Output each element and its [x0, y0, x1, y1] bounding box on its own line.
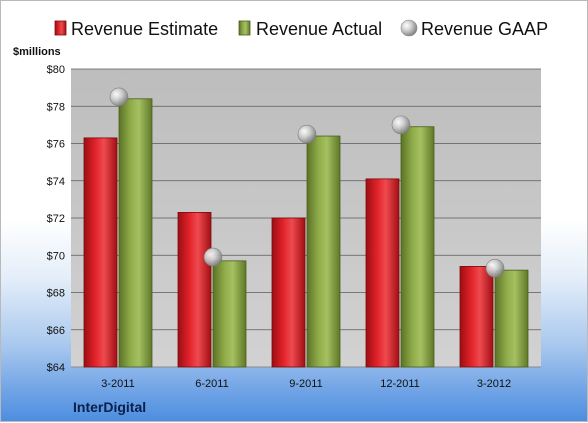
gaap-marker	[297, 124, 317, 144]
y-tick-label: $68	[47, 288, 65, 300]
gaap-marker	[485, 258, 505, 278]
y-tick-label: $70	[47, 250, 65, 262]
gaap-marker	[109, 87, 129, 107]
legend-swatch-estimate	[54, 20, 67, 36]
legend-label-estimate: Revenue Estimate	[71, 19, 218, 39]
actual-bar	[212, 260, 247, 368]
legend-swatch-actual	[238, 20, 251, 36]
x-tick-label: 9-2011	[289, 378, 322, 390]
x-tick-label: 3-2012	[477, 378, 511, 390]
y-tick-label: $72	[47, 213, 65, 225]
y-tick-label: $78	[47, 101, 65, 113]
legend-label-gaap: Revenue GAAP	[421, 19, 548, 39]
actual-bar	[118, 98, 153, 368]
legend-item-estimate: Revenue Estimate	[54, 19, 218, 39]
gaap-marker	[391, 115, 411, 135]
x-tick-label: 3-2011	[101, 378, 134, 390]
legend-item-gaap: Revenue GAAP	[400, 19, 548, 39]
bars	[83, 98, 529, 368]
y-tick-label: $64	[47, 362, 65, 374]
actual-bar	[306, 135, 341, 368]
x-tick-label: 6-2011	[195, 378, 228, 390]
y-tick-label: $66	[47, 325, 65, 337]
legend-item-actual: Revenue Actual	[238, 19, 382, 39]
y-tick-label: $74	[47, 176, 65, 188]
actual-bar	[494, 269, 529, 368]
actual-bar	[400, 126, 435, 368]
estimate-bar	[177, 212, 212, 368]
estimate-bar	[459, 266, 494, 368]
gaap-markers	[109, 87, 505, 278]
y-tick-label: $76	[47, 139, 65, 151]
legend: Revenue Estimate Revenue Actual Revenue …	[54, 19, 548, 39]
y-axis-ticks: $64 $66 $68 $70 $72 $74 $76 $78 $80	[47, 64, 65, 374]
legend-label-actual: Revenue Actual	[256, 19, 382, 39]
legend-marker-gaap	[400, 19, 418, 37]
company-name: InterDigital	[73, 399, 146, 415]
estimate-bar	[83, 137, 118, 368]
estimate-bar	[365, 178, 400, 368]
gaap-marker	[203, 247, 223, 267]
x-tick-label: 12-2011	[380, 378, 420, 390]
y-axis-unit-label: $millions	[13, 46, 61, 58]
y-tick-label: $80	[47, 64, 65, 76]
x-axis-ticks: 3-2011 6-2011 9-2011 12-2011 3-2012	[101, 378, 511, 390]
estimate-bar	[271, 217, 306, 368]
